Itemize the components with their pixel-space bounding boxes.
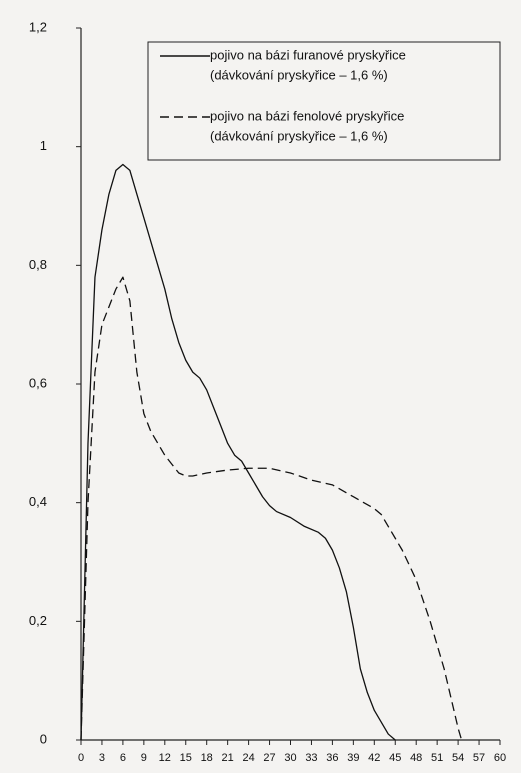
y-tick-label: 0,2: [29, 613, 47, 628]
x-tick-label: 48: [410, 752, 422, 764]
x-tick-label: 30: [284, 752, 296, 764]
y-tick-label: 1: [40, 138, 47, 153]
x-tick-label: 39: [347, 752, 359, 764]
legend-detail: (dávkování pryskyřice – 1,6 %): [210, 128, 388, 143]
x-tick-label: 54: [452, 752, 464, 764]
y-tick-label: 0,8: [29, 257, 47, 272]
x-tick-label: 27: [263, 752, 275, 764]
data-line: [80, 276, 463, 741]
x-tick-label: 36: [326, 752, 338, 764]
legend-label: pojivo na bázi furanové pryskyřice: [210, 47, 406, 62]
y-tick-label: 1,2: [29, 19, 47, 34]
legend-detail: (dávkování pryskyřice – 1,6 %): [210, 67, 388, 82]
x-tick-label: 24: [242, 752, 254, 764]
x-tick-label: 12: [159, 752, 171, 764]
x-tick-label: 18: [201, 752, 213, 764]
x-tick-label: 9: [141, 752, 147, 764]
x-tick-label: 6: [120, 752, 126, 764]
x-tick-label: 0: [78, 752, 84, 764]
x-tick-label: 57: [473, 752, 485, 764]
x-tick-label: 15: [180, 752, 192, 764]
x-tick-label: 3: [99, 752, 105, 764]
x-tick-label: 42: [368, 752, 380, 764]
data-line: [80, 163, 396, 741]
x-tick-label: 21: [222, 752, 234, 764]
x-tick-label: 60: [494, 752, 506, 764]
legend-label: pojivo na bázi fenolové pryskyřice: [210, 108, 404, 123]
x-tick-label: 45: [389, 752, 401, 764]
y-tick-label: 0,4: [29, 494, 47, 509]
legend-box: [147, 41, 501, 161]
y-tick-label: 0,6: [29, 375, 47, 390]
x-tick-label: 51: [431, 752, 443, 764]
y-tick-label: 0: [40, 731, 47, 746]
x-tick-label: 33: [305, 752, 317, 764]
